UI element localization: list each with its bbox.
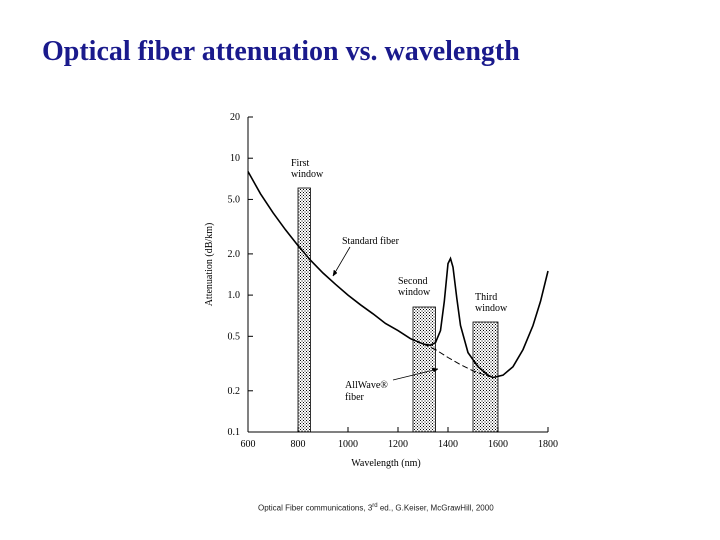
slide-title: Optical fiber attenuation vs. wavelength: [42, 36, 520, 67]
citation-text-post: ed., G.Keiser, McGrawHill, 2000: [377, 503, 494, 513]
y-axis-label: Attenuation (dB/km): [204, 223, 215, 307]
x-tick-label: 800: [291, 439, 306, 450]
x-tick-label: 1400: [438, 439, 458, 450]
window-label-1: First window: [291, 158, 324, 180]
window-label-2: Second window: [398, 276, 431, 298]
x-tick-label: 1000: [338, 439, 358, 450]
series-line-allwave-fiber: [422, 343, 494, 378]
window-label-line: First: [291, 158, 310, 169]
x-tick-label: 1200: [388, 439, 408, 450]
window-label-line: Third: [475, 292, 497, 303]
annotation-arrow-allwave: [392, 368, 439, 381]
series-line-standard-fiber: [247, 171, 549, 379]
y-tick-label: 5.0: [228, 194, 241, 205]
transmission-windows: [297, 187, 499, 433]
y-tick-label: 0.1: [228, 427, 241, 438]
annotation-allwave-fiber: fiber: [345, 392, 365, 403]
y-tick-label: 0.2: [228, 386, 241, 397]
window-label-line: window: [398, 287, 431, 298]
annotation-standard-fiber: Standard fiber: [342, 236, 400, 247]
y-tick-label: 10: [230, 153, 240, 164]
arrowhead-standard-fiber: [332, 269, 338, 277]
x-axis-label: Wavelength (nm): [351, 458, 420, 469]
y-tick-label: 0.5: [228, 331, 241, 342]
source-citation: Optical Fiber communications, 3rd ed., G…: [258, 503, 494, 513]
x-tick-label: 600: [241, 439, 256, 450]
window-label-line: Second: [398, 276, 427, 287]
citation-text-pre: Optical Fiber communications, 3: [258, 503, 373, 513]
citation-superscript: rd: [372, 503, 378, 509]
x-tick-label: 1800: [538, 439, 558, 450]
y-tick-label: 1.0: [228, 290, 241, 301]
window-label-line: window: [475, 303, 508, 314]
annotation-allwave: AllWave®: [345, 380, 388, 391]
annotation-arrow-standard-fiber: [332, 246, 351, 277]
x-tick-label: 1600: [488, 439, 508, 450]
y-tick-label: 20: [230, 112, 240, 123]
chart-series: [247, 171, 549, 379]
window-bar-1: [297, 187, 311, 433]
y-tick-label: 2.0: [228, 249, 241, 260]
chart-axes: 0.1 0.2 0.5 1.0 2.0 5.0 10 20 600 800 1000 1200 1400…: [204, 112, 558, 469]
arrowhead-allwave: [431, 367, 439, 373]
window-label-3: Third window: [475, 292, 508, 314]
window-label-line: window: [291, 169, 324, 180]
window-bar-2: [412, 306, 436, 433]
